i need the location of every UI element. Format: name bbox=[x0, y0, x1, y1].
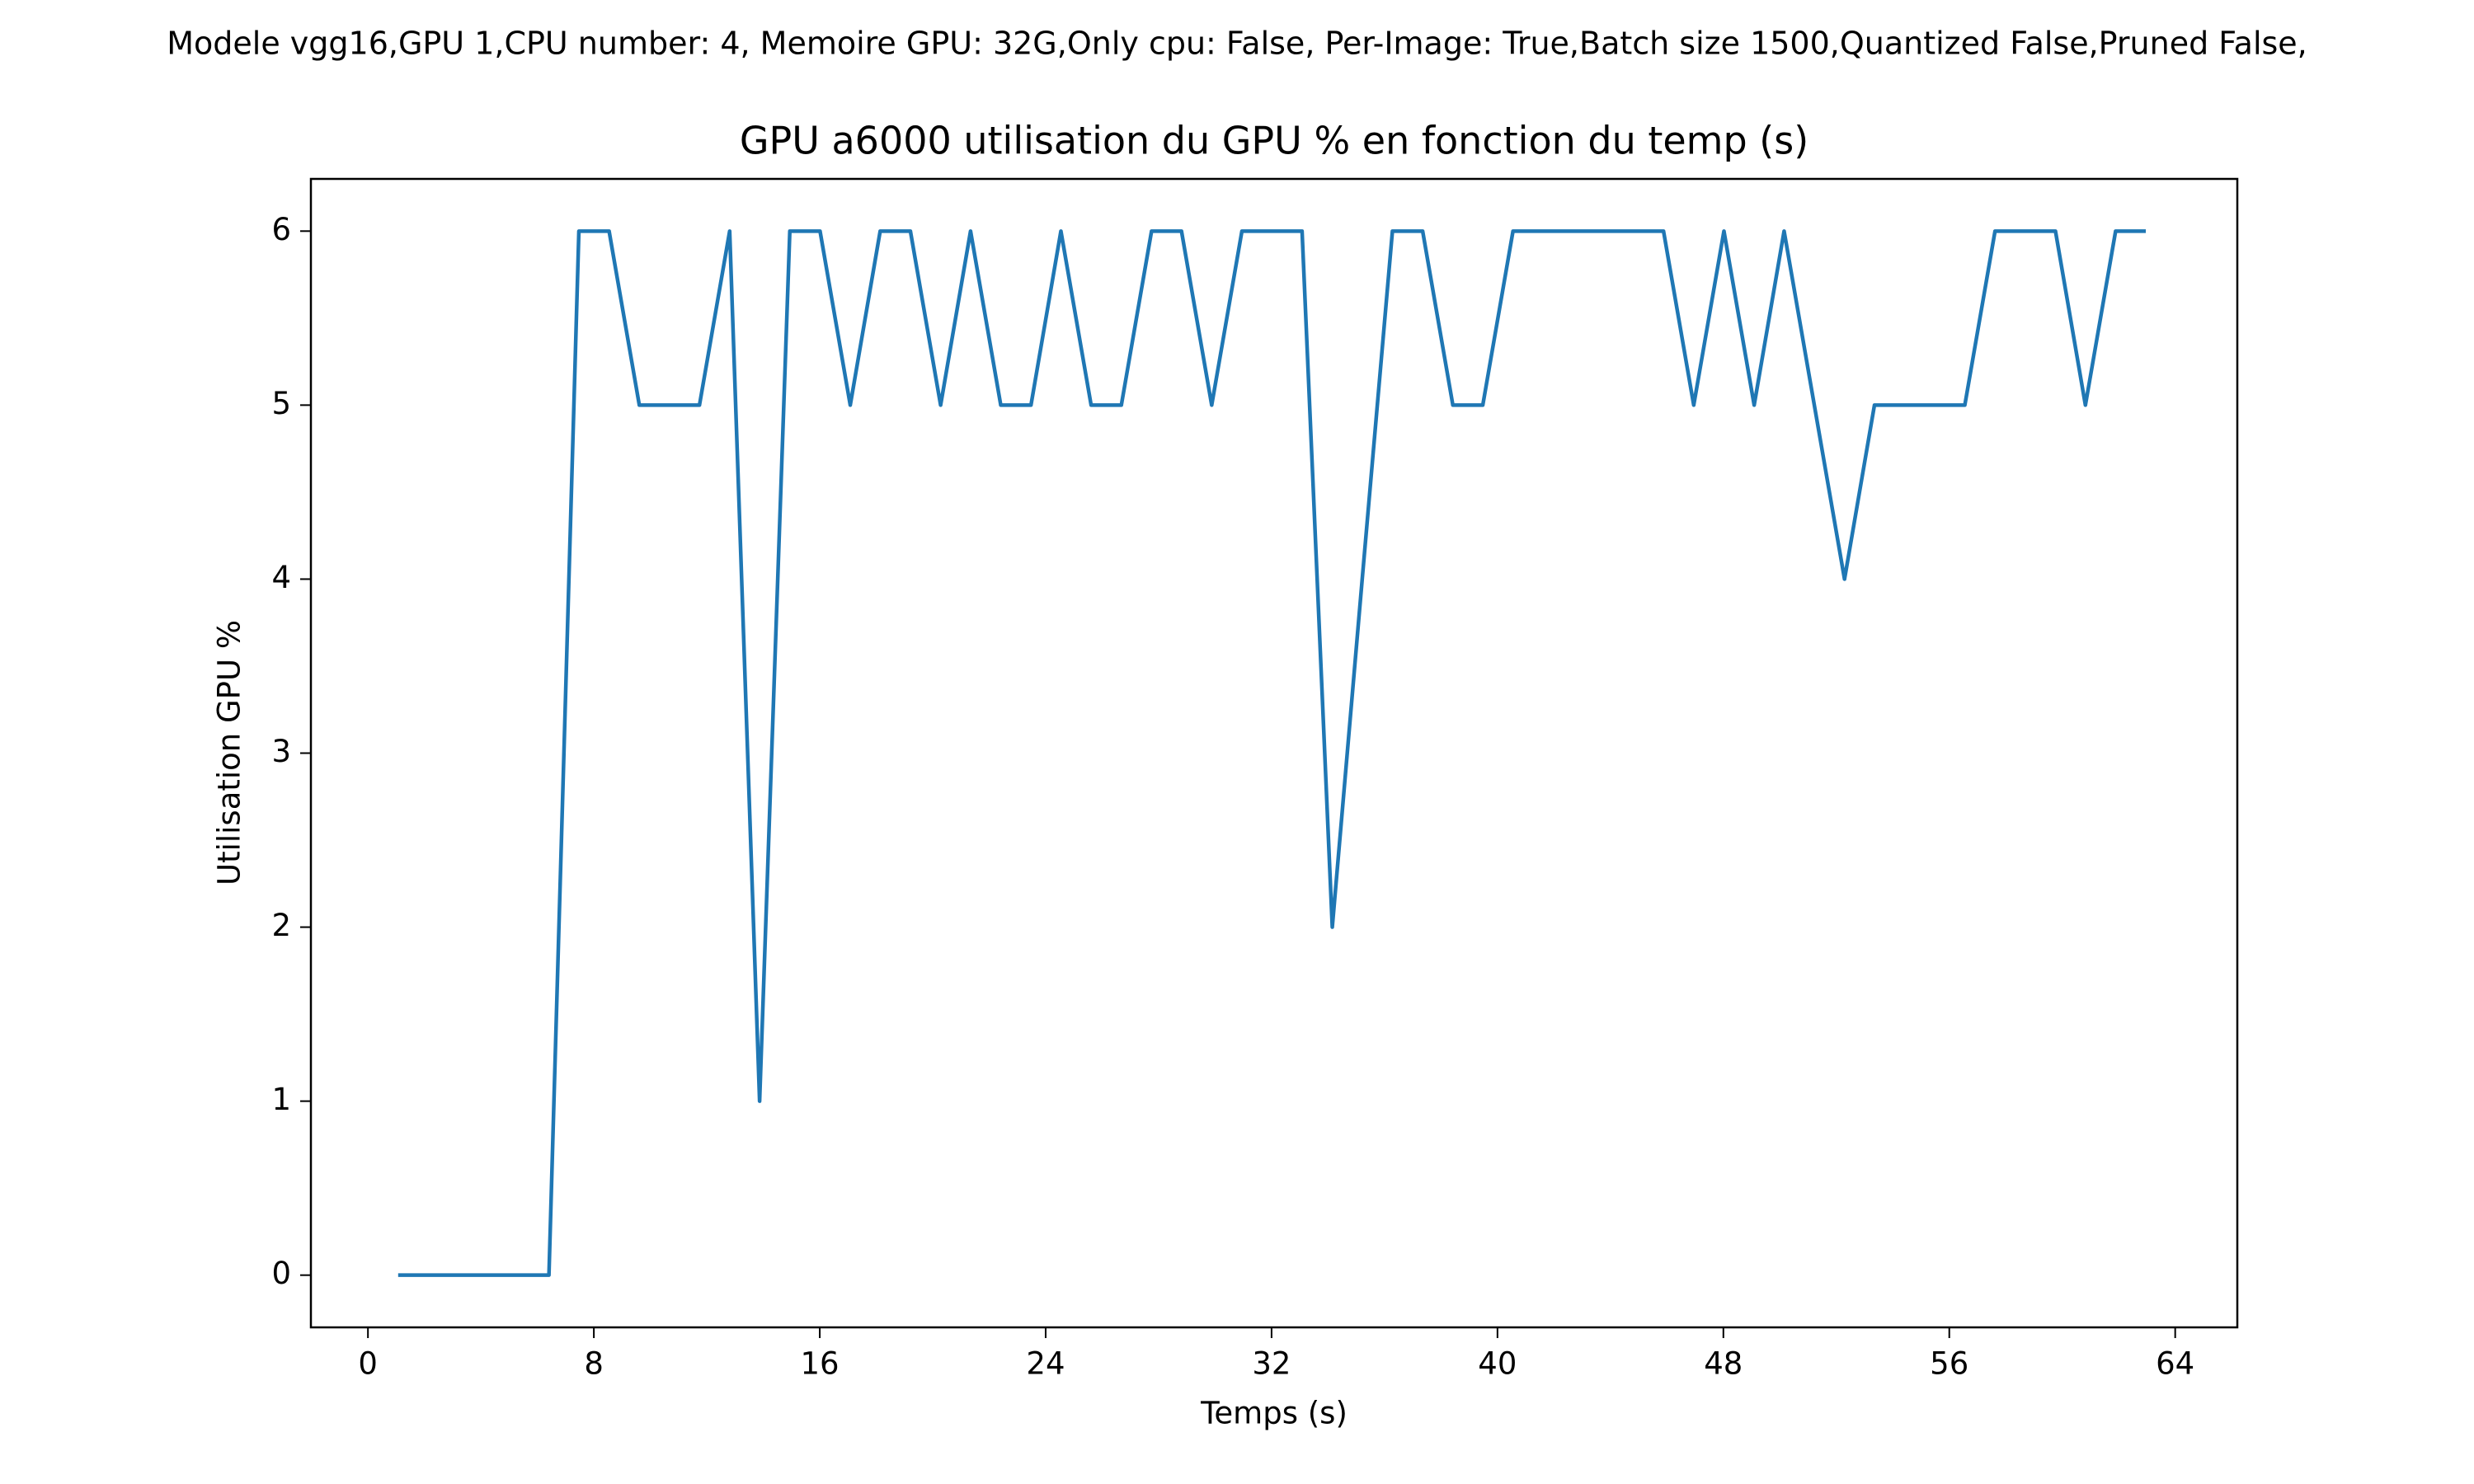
x-tick-label: 56 bbox=[1930, 1346, 1968, 1382]
y-tick-label: 1 bbox=[271, 1082, 291, 1117]
x-tick-label: 0 bbox=[358, 1346, 378, 1382]
y-tick-label: 0 bbox=[271, 1256, 291, 1291]
y-tick-label: 3 bbox=[271, 734, 291, 769]
data-line bbox=[397, 229, 2147, 1277]
x-tick-label: 24 bbox=[1026, 1346, 1065, 1382]
x-tick-label: 40 bbox=[1478, 1346, 1517, 1382]
y-tick-label: 5 bbox=[271, 386, 291, 421]
chart-title: GPU a6000 utilisation du GPU % en foncti… bbox=[740, 119, 1808, 163]
y-tick-label: 6 bbox=[271, 212, 291, 247]
plot-frame bbox=[309, 177, 2239, 1329]
x-tick-label: 8 bbox=[584, 1346, 604, 1382]
suptitle: Modele vgg16,GPU 1,CPU number: 4, Memoir… bbox=[167, 26, 2307, 62]
y-tick-label: 4 bbox=[271, 560, 291, 595]
x-tick-label: 32 bbox=[1252, 1346, 1291, 1382]
x-axis-label: Temps (s) bbox=[1200, 1396, 1348, 1431]
x-tick-label: 48 bbox=[1704, 1346, 1743, 1382]
y-tick-label: 2 bbox=[271, 908, 291, 943]
x-tick-label: 16 bbox=[800, 1346, 839, 1382]
y-axis-label: Utilisation GPU % bbox=[212, 620, 247, 885]
x-tick-label: 64 bbox=[2156, 1346, 2194, 1382]
